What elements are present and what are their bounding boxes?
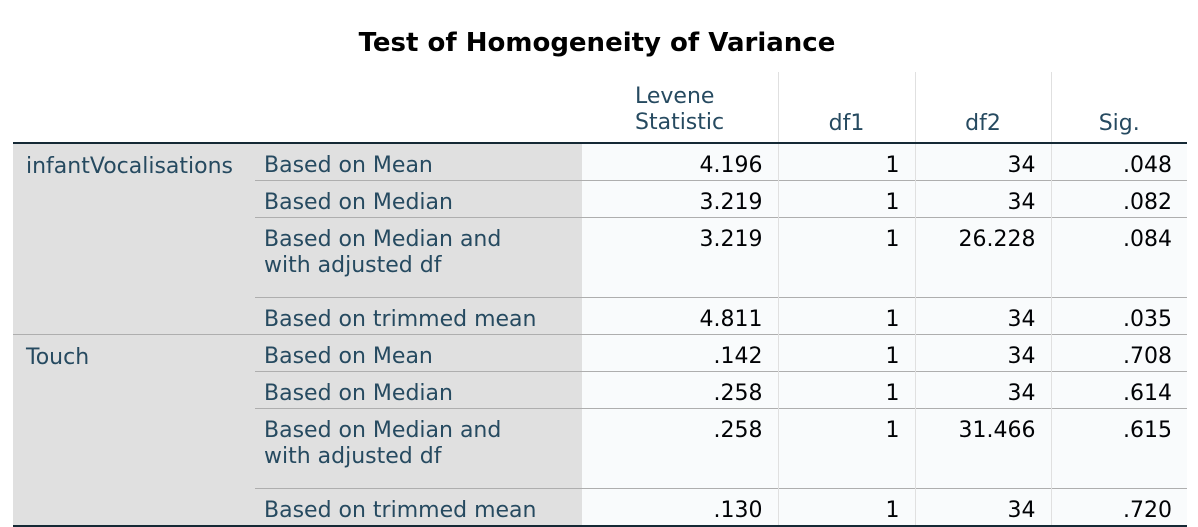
row-label: Based on Mean (255, 143, 582, 181)
table-row: Based on Median and with adjusted df .258… (13, 408, 1187, 489)
row-label-line2: with adjusted df (264, 253, 442, 278)
table-row: Based on Median .258 1 34 .614 (13, 371, 1187, 409)
sig-value: .035 (1050, 297, 1187, 335)
levene-value: 3.219 (582, 217, 778, 298)
sig-value: .708 (1050, 334, 1187, 372)
row-label: Based on Median (255, 371, 582, 409)
df1-value: 1 (777, 180, 915, 218)
table-title: Test of Homogeneity of Variance (358, 28, 836, 58)
row-label-line1: Based on Median and (264, 418, 502, 443)
header-corner-blank-2 (255, 72, 582, 143)
header-sig: Sig. (1050, 72, 1187, 143)
df1-value: 1 (777, 217, 915, 298)
levene-value: .258 (582, 408, 778, 489)
table-row: Touch Based on Mean .142 1 34 .708 (13, 334, 1187, 526)
sig-value: .720 (1050, 488, 1187, 526)
row-label: Based on trimmed mean (255, 297, 582, 335)
sig-value: .614 (1050, 371, 1187, 409)
levene-value: .258 (582, 371, 778, 409)
levene-value: .142 (582, 334, 778, 372)
row-label: Based on Mean (255, 334, 582, 372)
levene-value: .130 (582, 488, 778, 526)
row-label: Based on Median (255, 180, 582, 218)
levene-value: 4.811 (582, 297, 778, 335)
levene-value: 4.196 (582, 143, 778, 181)
df2-value: 34 (914, 334, 1051, 372)
row-label: Based on Median and with adjusted df (255, 217, 582, 298)
group-label-infantvocalisations: infantVocalisations (13, 143, 255, 335)
df2-value: 34 (914, 371, 1051, 409)
sig-value: .615 (1050, 408, 1187, 489)
df1-value: 1 (777, 371, 915, 409)
table-row: Based on Median 3.219 1 34 .082 (13, 180, 1187, 218)
df2-value: 34 (914, 297, 1051, 335)
row-label-line1: Based on Median and (264, 227, 502, 252)
table-row: Based on trimmed mean .130 1 34 .720 (13, 488, 1187, 526)
header-df1: df1 (777, 72, 915, 143)
table-row: infantVocalisations Based on Mean 4.196 … (13, 143, 1187, 335)
header-corner-blank (13, 72, 255, 143)
header-levene-line1: Levene (635, 84, 715, 109)
df2-value: 34 (914, 488, 1051, 526)
df1-value: 1 (777, 297, 915, 335)
df1-value: 1 (777, 488, 915, 526)
df2-value: 31.466 (914, 408, 1051, 489)
df2-value: 26.228 (914, 217, 1051, 298)
row-label: Based on trimmed mean (255, 488, 582, 526)
df1-value: 1 (777, 143, 915, 181)
homogeneity-table: Levene Statistic df1 df2 Sig. infantVocal… (13, 72, 1187, 527)
row-label-line2: with adjusted df (264, 444, 442, 469)
header-row: Levene Statistic df1 df2 Sig. (13, 72, 1187, 143)
sig-value: .082 (1050, 180, 1187, 218)
row-label: Based on Median and with adjusted df (255, 408, 582, 489)
df2-value: 34 (914, 180, 1051, 218)
df1-value: 1 (777, 334, 915, 372)
sig-value: .048 (1050, 143, 1187, 181)
table-row: Based on Median and with adjusted df 3.21… (13, 217, 1187, 298)
levene-value: 3.219 (582, 180, 778, 218)
header-levene-statistic: Levene Statistic (582, 72, 778, 143)
group-label-touch: Touch (13, 334, 255, 526)
sig-value: .084 (1050, 217, 1187, 298)
df2-value: 34 (914, 143, 1051, 181)
header-df2: df2 (914, 72, 1051, 143)
df1-value: 1 (777, 408, 915, 489)
table-row: Based on trimmed mean 4.811 1 34 .035 (13, 297, 1187, 335)
header-levene-line2: Statistic (635, 110, 725, 135)
